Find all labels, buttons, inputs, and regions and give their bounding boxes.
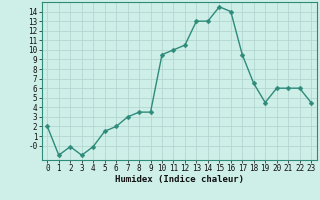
X-axis label: Humidex (Indice chaleur): Humidex (Indice chaleur) [115, 175, 244, 184]
